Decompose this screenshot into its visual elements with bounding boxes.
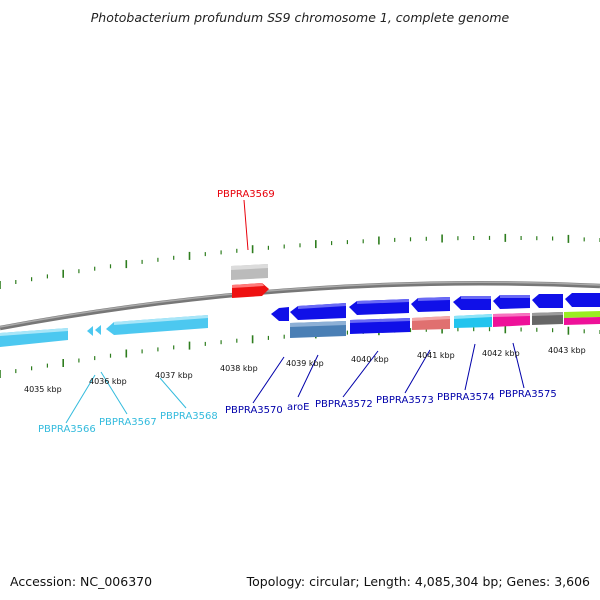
- axis-labels: 4035 kbp 4036 kbp 4037 kbp 4038 kbp 4039…: [24, 346, 586, 394]
- gene-label-PBPRA3568[interactable]: PBPRA3568: [160, 411, 218, 422]
- gene-label-PBPRA3567[interactable]: PBPRA3567: [99, 417, 157, 428]
- topology-summary: Topology: circular; Length: 4,085,304 bp…: [246, 574, 590, 589]
- gene-edge-arrow[interactable]: [565, 293, 600, 307]
- gene-aroE-arrow[interactable]: [290, 303, 346, 320]
- inner-tick-ring: [0, 325, 600, 378]
- cog-box-salmon: [412, 316, 450, 330]
- gene-PBPRA3567-arrow[interactable]: [87, 325, 101, 336]
- axis-label: 4037 kbp: [155, 371, 193, 380]
- label-connectors: [65, 199, 525, 424]
- gene-PBPRA3569-grey-box[interactable]: [231, 264, 268, 280]
- gene-PBPRA3568-arrow[interactable]: [106, 315, 208, 335]
- gene-label-PBPRA3569[interactable]: PBPRA3569: [217, 189, 275, 200]
- cog-box-darkgrey: [532, 312, 563, 325]
- axis-label: 4035 kbp: [24, 385, 62, 394]
- gene-PBPRA3575-arrow[interactable]: [493, 295, 530, 309]
- map-title: Photobacterium profundum SS9 chromosome …: [90, 10, 510, 25]
- gene-labels: PBPRA3569 PBPRA3566 PBPRA3567 PBPRA3568 …: [38, 189, 557, 435]
- chromosome-backbone: [0, 280, 600, 331]
- gene-label-PBPRA3570[interactable]: PBPRA3570: [225, 405, 283, 416]
- axis-label: 4036 kbp: [89, 377, 127, 386]
- outer-tick-ring: [0, 233, 600, 289]
- axis-label: 4041 kbp: [417, 351, 455, 360]
- gene-label-aroE[interactable]: aroE: [287, 402, 309, 413]
- gene-next-arrow[interactable]: [532, 294, 563, 308]
- cog-box-cyan: [454, 314, 492, 328]
- gene-PBPRA3569-arrow[interactable]: [232, 283, 269, 298]
- axis-label: 4042 kbp: [482, 349, 520, 358]
- axis-label: 4043 kbp: [548, 346, 586, 355]
- gene-PBPRA3573-arrow[interactable]: [411, 297, 450, 312]
- gene-PBPRA3574-arrow[interactable]: [453, 296, 491, 310]
- gene-label-PBPRA3572[interactable]: PBPRA3572: [315, 399, 373, 410]
- cog-box-lime-magenta: [564, 311, 600, 325]
- gene-label-PBPRA3573[interactable]: PBPRA3573: [376, 395, 434, 406]
- cog-box-blue: [350, 318, 410, 334]
- gene-label-PBPRA3574[interactable]: PBPRA3574: [437, 392, 495, 403]
- accession-text: Accession: NC_006370: [10, 574, 153, 589]
- gene-PBPRA3572-arrow[interactable]: [349, 299, 409, 315]
- axis-label: 4038 kbp: [220, 364, 258, 373]
- axis-label: 4039 kbp: [286, 359, 324, 368]
- cog-box-magenta: [493, 313, 530, 327]
- cog-box-steelblue: [290, 321, 346, 338]
- gene-label-PBPRA3566[interactable]: PBPRA3566: [38, 424, 96, 435]
- axis-label: 4040 kbp: [351, 355, 389, 364]
- gene-label-PBPRA3575[interactable]: PBPRA3575: [499, 389, 557, 400]
- gene-PBPRA3566-arrow[interactable]: [0, 328, 68, 347]
- gene-PBPRA3570-arrow[interactable]: [271, 307, 289, 321]
